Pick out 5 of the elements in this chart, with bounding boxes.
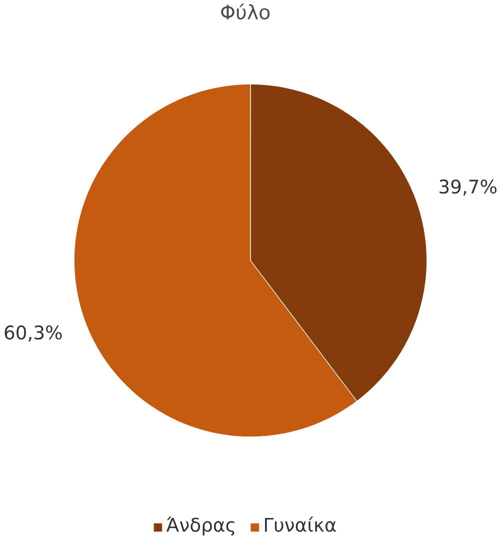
data-label: 60,3% (4, 325, 62, 342)
data-label: 39,7% (440, 180, 496, 196)
legend-label: Γυναίκα (265, 516, 336, 532)
legend-label: Άνδρας (166, 516, 234, 536)
chart-title: Φύλο (221, 3, 270, 20)
